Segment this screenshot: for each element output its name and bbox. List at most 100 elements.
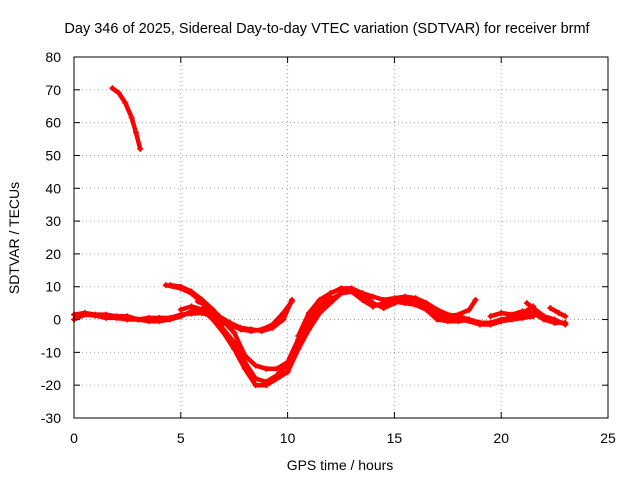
data-point <box>455 316 462 323</box>
data-point <box>359 290 366 297</box>
data-point <box>194 298 201 305</box>
data-point <box>551 316 558 323</box>
data-point <box>423 306 430 313</box>
y-tick-label: 10 <box>45 279 61 295</box>
data-point <box>391 298 398 305</box>
data-point <box>145 318 152 325</box>
series-track-5 <box>177 287 377 389</box>
series-line <box>110 85 143 152</box>
y-tick-label: 40 <box>45 180 61 196</box>
data-point <box>562 313 569 320</box>
x-tick-label: 0 <box>70 430 78 446</box>
data-point <box>177 306 184 313</box>
series-track-15 <box>547 305 569 320</box>
data-point <box>316 296 323 303</box>
data-point <box>370 303 377 310</box>
x-tick-label: 10 <box>280 430 296 446</box>
data-point <box>466 318 473 325</box>
data-point <box>472 296 479 303</box>
data-point <box>237 326 244 333</box>
data-point <box>327 300 334 307</box>
chart-title: Day 346 of 2025, Sidereal Day-to-day VTE… <box>64 21 590 37</box>
data-point <box>92 312 99 319</box>
axes: 0 5 10 15 20 25 -30 -20 -10 0 10 20 30 40 50 60 70 80 <box>41 49 616 446</box>
data-point <box>263 365 270 372</box>
data-point <box>412 295 419 302</box>
data-point <box>252 382 259 389</box>
plot-frame <box>73 56 609 419</box>
data-point <box>273 375 280 382</box>
data-point <box>205 303 212 310</box>
data-point <box>348 285 355 292</box>
data-point <box>555 309 562 316</box>
data-point <box>103 314 110 321</box>
series-line <box>548 305 568 319</box>
data-point <box>380 300 387 307</box>
data-point <box>137 145 144 152</box>
y-axis-label: SDTVAR / TECUs <box>6 182 22 294</box>
data-point <box>280 309 287 316</box>
y-tick-label: 0 <box>53 312 61 328</box>
data-point <box>128 114 135 121</box>
data-point <box>263 382 270 389</box>
data-point <box>508 311 515 318</box>
data-point <box>226 321 233 328</box>
y-tick-label: 70 <box>45 82 61 98</box>
series-line <box>216 299 295 334</box>
x-axis-label: GPS time / hours <box>287 457 394 473</box>
data-point <box>523 300 530 307</box>
data-point <box>273 365 280 372</box>
data-point <box>258 326 265 333</box>
data-point <box>109 85 116 92</box>
data-point <box>498 318 505 325</box>
y-tick-label: -30 <box>41 410 61 426</box>
data-point <box>135 316 142 323</box>
data-point <box>252 362 259 369</box>
data-point <box>476 321 483 328</box>
data-point <box>156 318 163 325</box>
y-tick-label: 20 <box>45 246 61 262</box>
data-point <box>188 288 195 295</box>
data-point <box>248 328 255 335</box>
data-point <box>370 293 377 300</box>
data-point <box>295 332 302 339</box>
data-point <box>122 99 129 106</box>
data-series <box>71 85 569 389</box>
data-point <box>241 365 248 372</box>
data-point <box>327 290 334 297</box>
data-point <box>124 316 131 323</box>
data-point <box>519 308 526 315</box>
data-point <box>434 306 441 313</box>
data-point <box>295 346 302 353</box>
y-tick-label: 80 <box>45 49 61 65</box>
data-point <box>434 313 441 320</box>
series-track-13 <box>487 308 569 326</box>
data-point <box>113 314 120 321</box>
series-track-12 <box>423 303 537 328</box>
data-point <box>167 316 174 323</box>
data-point <box>209 316 216 323</box>
data-point <box>316 303 323 310</box>
y-tick-label: 50 <box>45 147 61 163</box>
y-tick-label: -20 <box>41 377 61 393</box>
series-track-1 <box>109 85 144 152</box>
data-point <box>220 329 227 336</box>
data-point <box>305 326 312 333</box>
series-track-14 <box>523 300 569 328</box>
data-point <box>115 90 122 97</box>
data-point <box>487 313 494 320</box>
data-point <box>231 329 238 336</box>
data-point <box>177 313 184 320</box>
series-line <box>296 286 478 339</box>
data-point <box>412 301 419 308</box>
data-point <box>540 313 547 320</box>
data-point <box>316 309 323 316</box>
data-point <box>188 303 195 310</box>
data-point <box>284 359 291 366</box>
data-point <box>288 298 295 305</box>
data-point <box>177 283 184 290</box>
grid <box>74 57 608 418</box>
data-point <box>402 300 409 307</box>
x-tick-label: 25 <box>600 430 616 446</box>
